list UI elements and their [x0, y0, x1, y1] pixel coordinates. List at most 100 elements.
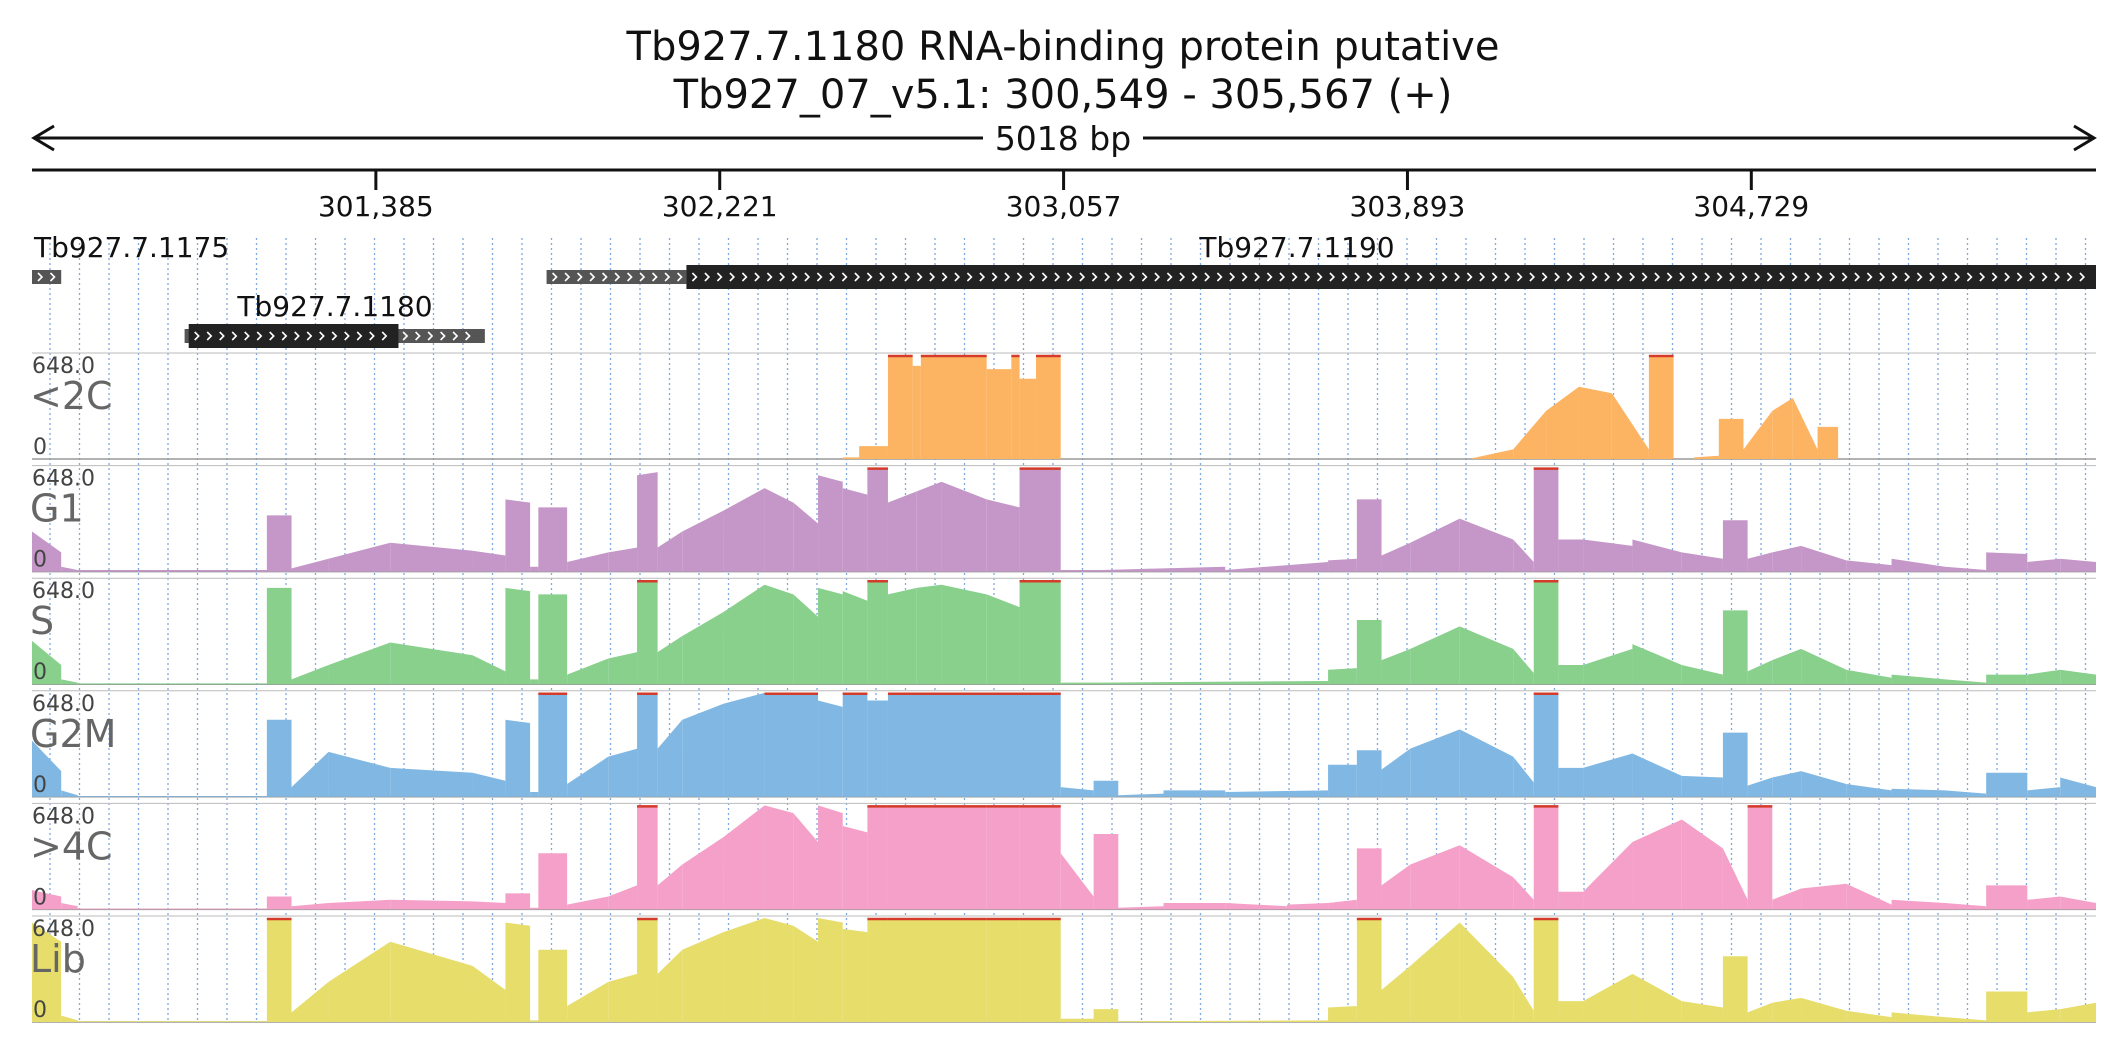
gene-cds-chevron [1204, 272, 1211, 282]
gene-cds-chevron [979, 272, 986, 282]
coverage-area-1 [61, 902, 78, 910]
coverage-area-20 [842, 928, 868, 1022]
coverage-area-13 [637, 580, 658, 685]
gene-cds-chevron [2079, 272, 2086, 282]
track-5: 648.0 0 Lib [30, 915, 2096, 1023]
coverage-area-39 [1681, 664, 1723, 685]
coverage-area-19 [818, 587, 843, 685]
coverage-area-10 [538, 853, 568, 910]
coverage-area-16 [723, 918, 765, 1022]
coverage-area-12 [608, 748, 638, 797]
coverage-area-43 [1801, 648, 1847, 685]
gene-cds-chevron [1491, 272, 1498, 282]
gene-cds-chevron [716, 272, 723, 282]
gene-label-1: Tb927.7.1190 [1198, 231, 1394, 264]
coverage-area-19 [842, 692, 868, 797]
coverage-area-13 [608, 547, 638, 572]
coverage-area-30 [1163, 566, 1226, 572]
coverage-area-29 [1101, 568, 1164, 572]
coverage-area-33 [1381, 864, 1411, 910]
coverage-area-29 [1225, 902, 1287, 910]
coverage-area-1 [61, 1015, 78, 1022]
coverage-area-18 [1772, 398, 1793, 459]
track-2: 648.0 0 S [30, 577, 2096, 685]
coverage-area-6 [390, 642, 473, 685]
gene-cds-chevron [1279, 272, 1286, 282]
coverage-area-47 [1846, 560, 1892, 572]
coverage-area-4 [291, 664, 329, 685]
gene-cds-chevron [991, 272, 998, 282]
coverage-area-16 [723, 692, 765, 797]
coverage-area-36 [1459, 518, 1514, 572]
span-length-label: 5018 bp [983, 119, 1143, 158]
coverage-area-14 [1648, 355, 1674, 459]
coverage-area-24 [941, 584, 987, 685]
gene-cds-chevron [1704, 272, 1711, 282]
coverage-area-22 [887, 805, 987, 910]
gene-utr-chevron [676, 272, 683, 282]
coverage-area-38 [1722, 732, 1748, 797]
track-max-label: 648.0 [32, 467, 95, 492]
gene-cds-chevron [866, 272, 873, 282]
coverage-area-3 [266, 918, 292, 1022]
coverage-area-3 [155, 569, 267, 572]
coverage-area-42 [1846, 783, 1892, 797]
gene-cds-chevron [941, 272, 948, 282]
gene-cds-chevron [879, 272, 886, 282]
coverage-area-8 [505, 922, 531, 1022]
gene-cds-chevron [1316, 272, 1323, 282]
coverage-area-17 [723, 488, 765, 572]
coverage-area-51 [2060, 896, 2096, 910]
coverage-area-32 [1356, 848, 1382, 910]
gene-utr-chevron [465, 331, 471, 341]
coverage-area-5 [328, 899, 391, 910]
gene-cds-chevron [1904, 272, 1911, 282]
gene-cds-chevron [1941, 272, 1948, 282]
track-3: 648.0 0 G2M [30, 690, 2096, 798]
gene-cds-chevron [1104, 272, 1111, 282]
coverage-area-8 [472, 550, 506, 572]
coverage-area-5 [291, 558, 329, 572]
coverage-area-4 [291, 902, 329, 910]
coverage-area-48 [2027, 669, 2061, 685]
gene-utr-1 [546, 270, 687, 284]
coverage-area-5 [328, 642, 391, 685]
gene-cds-chevron [231, 331, 238, 341]
coverage-area-40 [1632, 819, 1682, 910]
gene-cds-chevron [1029, 272, 1036, 282]
gene-cds-chevron [2029, 272, 2036, 282]
coverage-area-23 [916, 584, 942, 685]
coverage-area-39 [1558, 539, 1584, 572]
coverage-area-18 [764, 488, 794, 572]
coverage-area-31 [1410, 922, 1460, 1022]
coverage-area-14 [657, 719, 683, 797]
coverage-area-0 [32, 531, 62, 572]
coverage-area-14 [657, 636, 683, 685]
coverage-area-26 [1019, 580, 1061, 685]
coverage-area-22 [1060, 787, 1094, 797]
gene-cds-chevron [1054, 272, 1061, 282]
gene-cds-chevron [1154, 272, 1161, 282]
gene-cds-chevron [1629, 272, 1636, 282]
coverage-area-37 [1681, 775, 1723, 797]
gene-cds-chevron [1291, 272, 1298, 282]
coverage-area-7 [472, 655, 506, 685]
gene-cds-chevron [1804, 272, 1811, 282]
gene-cds-chevron [1854, 272, 1861, 282]
coverage-area-38 [1558, 891, 1584, 910]
coverage-area-7 [472, 901, 506, 910]
coverage-area-46 [1801, 545, 1847, 572]
coverage-area-28 [1356, 750, 1382, 797]
coverage-area-1 [61, 679, 78, 685]
coverage-area-34 [1381, 542, 1411, 572]
coverage-area-10 [530, 566, 539, 572]
gene-cds-chevron [1966, 272, 1973, 282]
coverage-area-10 [1513, 410, 1547, 459]
coverage-area-8 [505, 587, 531, 685]
coverage-area-9 [530, 1020, 539, 1022]
coverage-area-44 [1846, 669, 1892, 685]
gene-cds-chevron [381, 331, 388, 341]
coverage-area-46 [1846, 883, 1892, 910]
track-min-label: 0 [33, 885, 47, 910]
gene-cds-chevron [1341, 272, 1348, 282]
